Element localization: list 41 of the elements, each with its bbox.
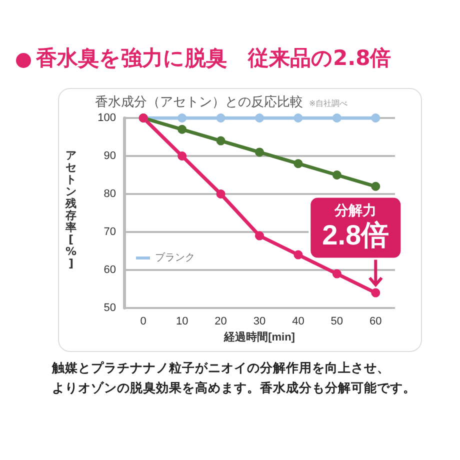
point (178, 114, 187, 122)
text: ※自社調べ (309, 99, 348, 108)
point (255, 231, 264, 240)
x-tick-label: 10 (176, 316, 188, 328)
y-tick-label: 90 (104, 150, 116, 162)
annotation: 分解力 (334, 202, 377, 218)
text: アセトン残存率[%] (65, 149, 77, 270)
point (216, 114, 226, 122)
point (294, 159, 303, 168)
point (255, 148, 264, 157)
point (216, 190, 226, 198)
point (216, 136, 226, 146)
x-tick-label: 50 (330, 316, 344, 328)
x-tick-label: 0 (140, 316, 146, 328)
point (294, 114, 303, 122)
point (371, 288, 380, 298)
point (371, 114, 380, 122)
point (332, 170, 342, 180)
x-tick-label: 60 (370, 316, 382, 328)
point (332, 269, 342, 278)
point (294, 250, 303, 260)
text: よりオゾンの脱臭効果を高めます。香水成分も分解可能です。 (52, 380, 416, 397)
chart-title: 香水臭を強力に脱臭 従来品の2.8倍 (36, 45, 392, 72)
point (371, 182, 380, 191)
x-tick-label: 20 (214, 316, 227, 328)
y-tick-label: 60 (104, 264, 116, 276)
annotation: 2.8倍 (322, 219, 390, 250)
point (332, 114, 342, 122)
point (255, 114, 264, 122)
y-tick-label: 100 (98, 112, 116, 124)
point (178, 124, 187, 134)
x-axis-title: 経過時間[min] (223, 330, 296, 344)
point (178, 152, 187, 160)
chart-subtitle: 香水成分（アセトン）との反応比較 (95, 95, 303, 110)
x-tick-label: 40 (292, 316, 304, 328)
y-tick-label: 50 (104, 302, 116, 314)
y-tick-label: 70 (104, 226, 116, 238)
legend-label: ブランク (155, 252, 195, 264)
text: 触媒とプラチナナノ粒子がニオイの分解作用を向上させ、 (52, 360, 390, 377)
x-tick-label: 30 (253, 316, 266, 328)
y-tick-label: 80 (104, 188, 116, 200)
